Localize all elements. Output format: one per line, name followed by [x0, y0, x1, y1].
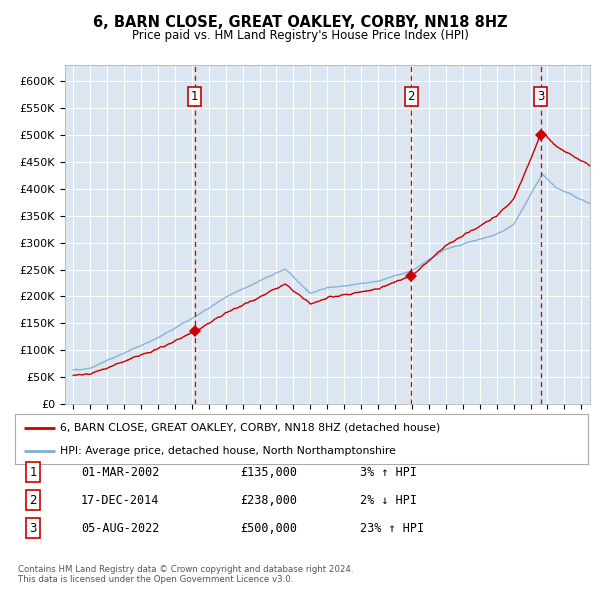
Text: 3% ↑ HPI: 3% ↑ HPI: [360, 466, 417, 478]
Text: 3: 3: [537, 90, 544, 103]
Text: 6, BARN CLOSE, GREAT OAKLEY, CORBY, NN18 8HZ: 6, BARN CLOSE, GREAT OAKLEY, CORBY, NN18…: [92, 15, 508, 30]
Text: 2: 2: [407, 90, 415, 103]
Text: 1: 1: [29, 466, 37, 478]
Text: 6, BARN CLOSE, GREAT OAKLEY, CORBY, NN18 8HZ (detached house): 6, BARN CLOSE, GREAT OAKLEY, CORBY, NN18…: [59, 422, 440, 432]
Text: 2% ↓ HPI: 2% ↓ HPI: [360, 493, 417, 506]
Text: 01-MAR-2002: 01-MAR-2002: [81, 466, 160, 478]
Text: £135,000: £135,000: [240, 466, 297, 478]
Text: 05-AUG-2022: 05-AUG-2022: [81, 522, 160, 535]
Text: 3: 3: [29, 522, 37, 535]
Text: £238,000: £238,000: [240, 493, 297, 506]
Text: 23% ↑ HPI: 23% ↑ HPI: [360, 522, 424, 535]
Text: £500,000: £500,000: [240, 522, 297, 535]
Text: HPI: Average price, detached house, North Northamptonshire: HPI: Average price, detached house, Nort…: [59, 446, 395, 456]
Text: Contains HM Land Registry data © Crown copyright and database right 2024.
This d: Contains HM Land Registry data © Crown c…: [18, 565, 353, 584]
Text: 17-DEC-2014: 17-DEC-2014: [81, 493, 160, 506]
Text: 1: 1: [191, 90, 199, 103]
Text: 2: 2: [29, 493, 37, 506]
Text: Price paid vs. HM Land Registry's House Price Index (HPI): Price paid vs. HM Land Registry's House …: [131, 29, 469, 42]
